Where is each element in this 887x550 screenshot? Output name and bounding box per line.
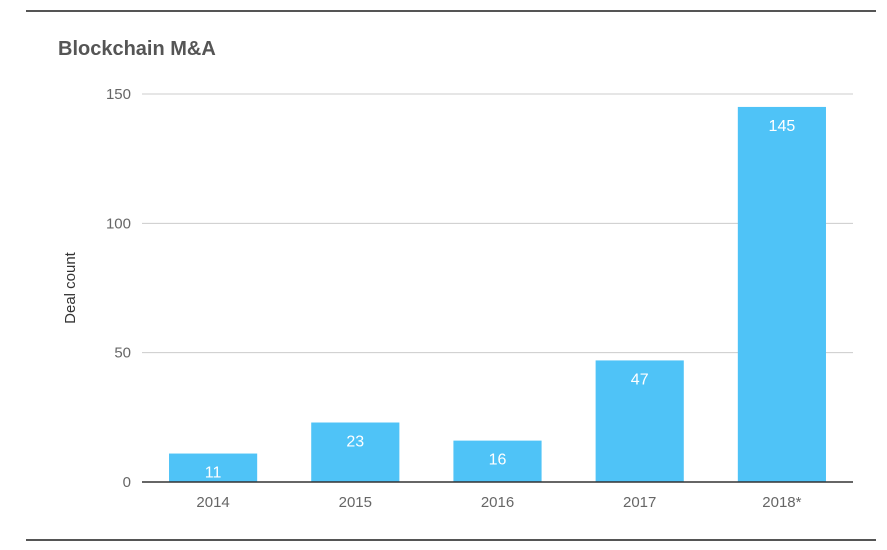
data-label: 145: [769, 118, 796, 135]
bars: [169, 106, 826, 482]
y-tick-label: 0: [123, 474, 131, 491]
y-tick-label: 50: [114, 345, 131, 362]
x-tick-label: 2015: [339, 494, 372, 511]
data-label: 11: [205, 465, 222, 482]
bar-2015: [311, 422, 400, 482]
y-axis-ticks: 0 50 100 150: [106, 86, 131, 491]
data-labels: 11 23 16 47 145: [205, 118, 796, 482]
x-tick-label: 2016: [481, 494, 514, 511]
data-label: 47: [631, 371, 649, 388]
x-tick-label: 2018*: [762, 494, 801, 511]
y-tick-label: 150: [106, 86, 131, 103]
top-rule: [26, 10, 876, 12]
bar-2016: [453, 440, 542, 482]
x-tick-label: 2017: [623, 494, 656, 511]
bar-2017: [595, 360, 684, 482]
bar-2018: [737, 106, 826, 482]
x-tick-label: 2014: [196, 494, 229, 511]
y-axis-label: Deal count: [62, 251, 79, 324]
chart-title: Blockchain M&A: [58, 38, 216, 60]
x-axis-ticks: 2014 2015 2016 2017 2018*: [196, 494, 801, 511]
gridlines: [142, 93, 853, 354]
bar-2014: [169, 453, 258, 482]
data-label: 16: [489, 452, 507, 469]
data-label: 23: [346, 434, 364, 451]
bottom-rule: [26, 539, 876, 541]
y-tick-label: 100: [106, 215, 131, 232]
